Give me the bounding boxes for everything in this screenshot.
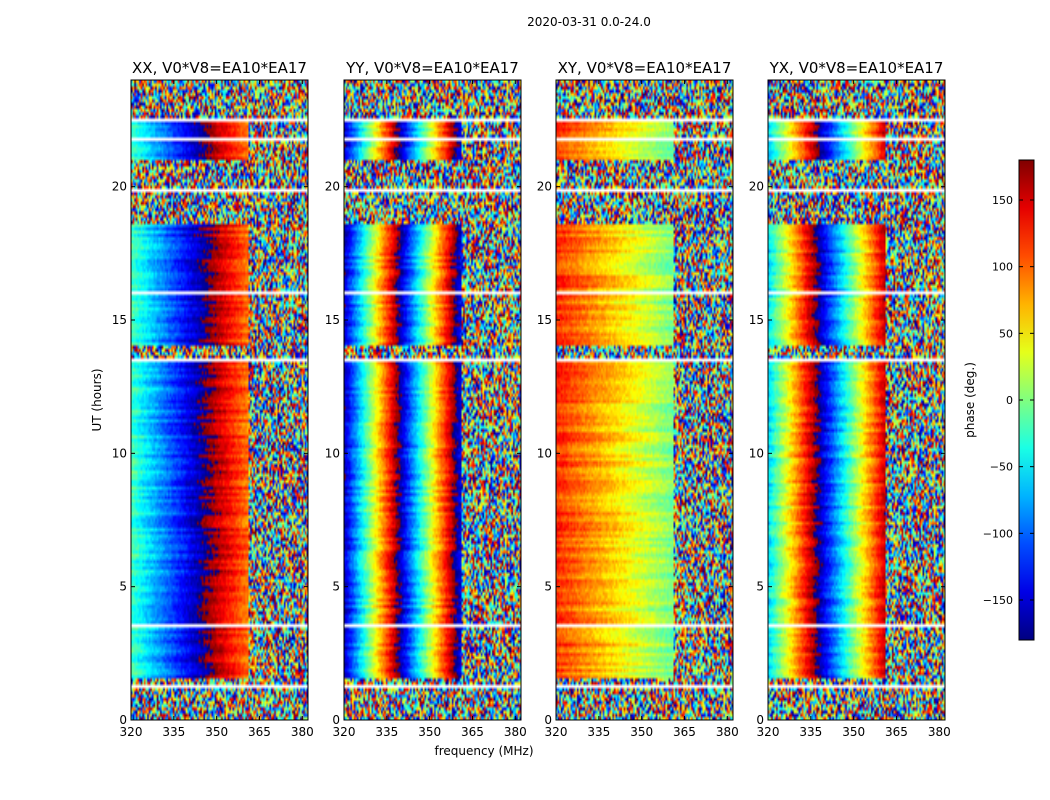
panel-frame xyxy=(130,79,309,721)
colorbar-tick-label: −100 xyxy=(983,527,1013,540)
panel-4: YX, V0*V8=EA10*EA17 320 335 350 365 380 0 5 10 15… xyxy=(749,59,951,739)
x-tick-label: 380 xyxy=(716,725,739,739)
panel-heatmap xyxy=(768,80,945,720)
y-tick-label: 10 xyxy=(749,446,764,460)
panel-frame xyxy=(555,79,734,721)
panel-title: YY, V0*V8=EA10*EA17 xyxy=(345,59,519,77)
colorbar-tick-label: 100 xyxy=(992,261,1013,274)
y-tick-label: 20 xyxy=(325,180,340,194)
panels: XX, V0*V8=EA10*EA17 320 335 350 365 380 0 5 10 15… xyxy=(112,59,951,739)
x-tick-label: 365 xyxy=(461,725,484,739)
colorbar-tick-label: 0 xyxy=(1006,394,1013,407)
x-tick-label: 335 xyxy=(587,725,610,739)
x-tick-label: 320 xyxy=(545,725,568,739)
y-tick-label: 5 xyxy=(332,580,340,594)
panel-1: XX, V0*V8=EA10*EA17 320 335 350 365 380 0 5 10 15… xyxy=(112,59,314,739)
x-tick-label: 365 xyxy=(885,725,908,739)
colorbar-tick-label: 150 xyxy=(992,194,1013,207)
colorbar-tick-label: 50 xyxy=(999,327,1013,340)
y-tick-label: 15 xyxy=(325,313,340,327)
x-tick-label: 350 xyxy=(418,725,441,739)
x-tick-label: 350 xyxy=(205,725,228,739)
panel-frame xyxy=(767,79,946,721)
y-tick-label: 5 xyxy=(756,580,764,594)
x-tick-label: 380 xyxy=(504,725,527,739)
y-tick-label: 0 xyxy=(544,713,552,727)
panel-heatmap xyxy=(556,80,733,720)
x-tick-label: 380 xyxy=(928,725,951,739)
y-tick-label: 20 xyxy=(112,180,127,194)
y-tick-label: 15 xyxy=(537,313,552,327)
colorbar-tick-label: −50 xyxy=(990,461,1013,474)
y-tick-label: 15 xyxy=(749,313,764,327)
x-tick-label: 350 xyxy=(842,725,865,739)
x-tick-label: 335 xyxy=(799,725,822,739)
y-tick-label: 10 xyxy=(325,446,340,460)
x-tick-label: 365 xyxy=(673,725,696,739)
y-tick-label: 5 xyxy=(119,580,127,594)
x-tick-label: 320 xyxy=(333,725,356,739)
panel-frame xyxy=(343,79,522,721)
x-tick-label: 320 xyxy=(757,725,780,739)
y-tick-label: 5 xyxy=(544,580,552,594)
y-tick-label: 0 xyxy=(332,713,340,727)
y-tick-label: 10 xyxy=(537,446,552,460)
x-tick-label: 350 xyxy=(630,725,653,739)
x-tick-label: 380 xyxy=(291,725,314,739)
panel-title: XX, V0*V8=EA10*EA17 xyxy=(132,59,307,77)
colorbar: −150 −100 −50 0 50 100 150 xyxy=(983,159,1035,641)
panel-title: XY, V0*V8=EA10*EA17 xyxy=(558,59,732,77)
y-tick-label: 20 xyxy=(749,180,764,194)
x-axis-label: frequency (MHz) xyxy=(434,744,533,758)
x-tick-label: 320 xyxy=(120,725,143,739)
figure-title: 2020-03-31 0.0-24.0 xyxy=(527,15,651,29)
x-tick-label: 335 xyxy=(375,725,398,739)
x-tick-label: 335 xyxy=(162,725,185,739)
colorbar-label: phase (deg.) xyxy=(963,362,977,438)
y-tick-label: 10 xyxy=(112,446,127,460)
y-tick-label: 0 xyxy=(756,713,764,727)
panel-heatmap xyxy=(344,80,521,720)
y-tick-label: 15 xyxy=(112,313,127,327)
y-tick-label: 20 xyxy=(537,180,552,194)
panel-heatmap xyxy=(131,80,308,720)
y-tick-label: 0 xyxy=(119,713,127,727)
x-tick-label: 365 xyxy=(248,725,271,739)
panel-2: YY, V0*V8=EA10*EA17 320 335 350 365 380 0 5 10 15… xyxy=(325,59,527,739)
colorbar-tick-label: −150 xyxy=(983,594,1013,607)
panel-title: YX, V0*V8=EA10*EA17 xyxy=(769,59,944,77)
y-axis-label: UT (hours) xyxy=(90,368,104,431)
panel-3: XY, V0*V8=EA10*EA17 320 335 350 365 380 0 5 10 15… xyxy=(537,59,739,739)
